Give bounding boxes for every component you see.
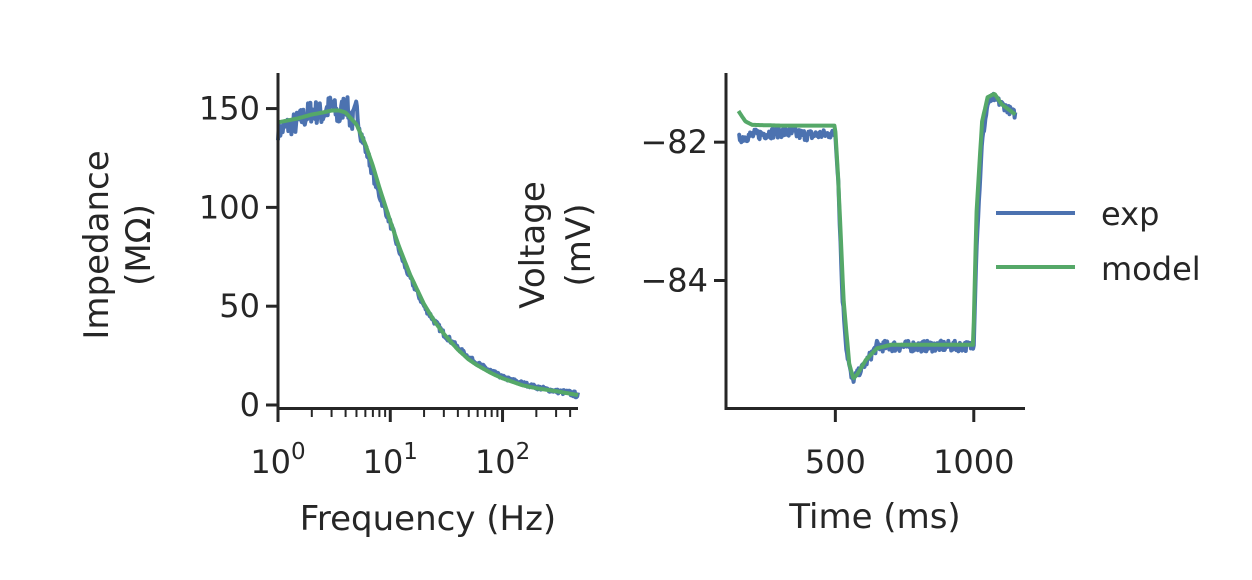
voltage-ticks: −82 −84 500 1000: [640, 123, 1014, 481]
impedance-y-axis-unit: (MΩ): [119, 204, 159, 286]
impedance-panel: 0 50 100 150 100 101 102 Frequency (Hz) Impeda…: [77, 73, 580, 539]
impedance-ticks: 0 50 100 150 100 101 102: [199, 90, 572, 481]
voltage-model-line: [736, 92, 1017, 381]
impedance-x-tick-label: 100: [250, 439, 305, 481]
voltage-panel: −82 −84 500 1000 Time (ms) Voltage (mV): [513, 73, 1025, 537]
voltage-y-tick-label: −82: [640, 123, 708, 161]
impedance-x-tick-label: 102: [475, 439, 530, 481]
impedance-model-line: [277, 108, 579, 398]
voltage-y-axis-unit: (mV): [559, 204, 599, 287]
impedance-y-tick-label: 150: [199, 90, 260, 128]
legend-model-label: model: [1101, 250, 1201, 288]
legend: exp model: [996, 195, 1201, 288]
impedance-y-tick-label: 50: [219, 287, 260, 325]
impedance-y-tick-label: 100: [199, 188, 260, 226]
impedance-series-group: [276, 95, 580, 400]
voltage-x-tick-label: 1000: [933, 443, 1014, 481]
impedance-y-tick-label: 0: [240, 386, 260, 424]
voltage-y-axis-label: Voltage: [513, 181, 553, 309]
legend-exp-label: exp: [1101, 195, 1159, 233]
impedance-x-axis-label: Frequency (Hz): [300, 499, 556, 539]
impedance-x-tick-label: 101: [363, 439, 418, 481]
voltage-series-group: [736, 91, 1018, 384]
impedance-y-axis-label: Impedance: [77, 150, 117, 339]
voltage-x-tick-label: 500: [805, 443, 866, 481]
voltage-y-tick-label: −84: [640, 262, 708, 300]
voltage-x-axis-label: Time (ms): [788, 497, 960, 537]
